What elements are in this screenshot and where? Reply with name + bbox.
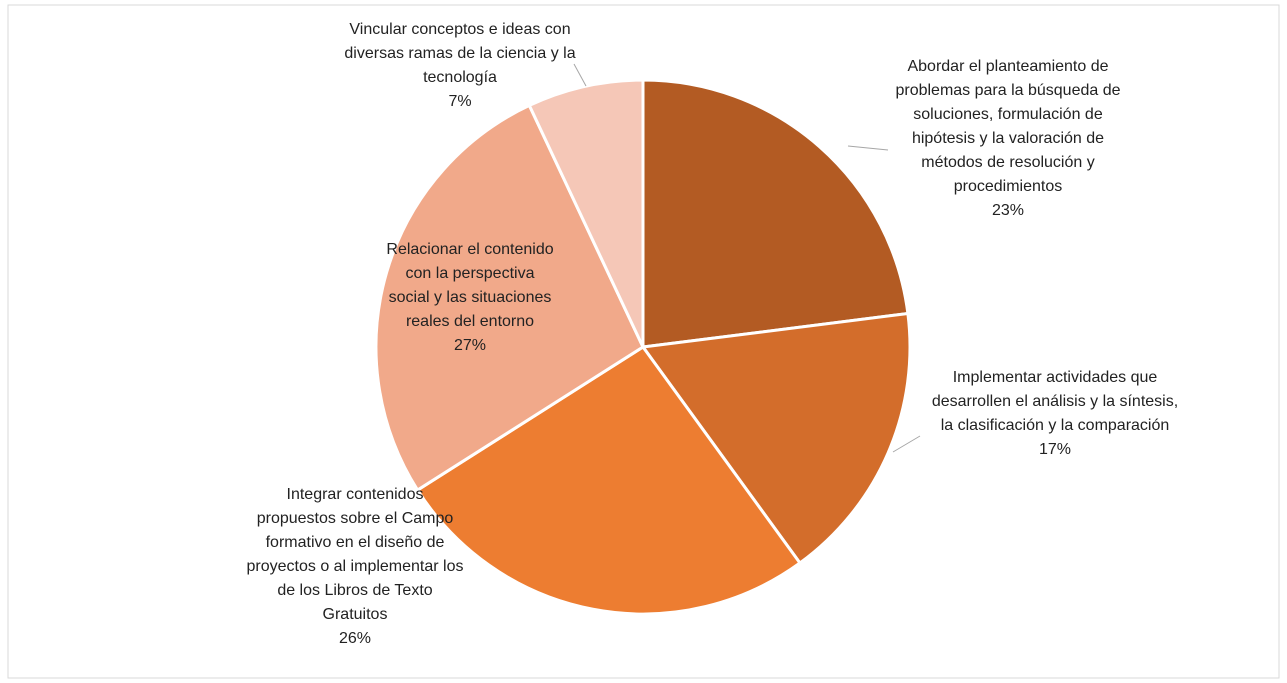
leader-line [573,63,587,87]
value-label: 17% [1038,441,1072,458]
value-label: 7% [448,93,472,110]
category-label: Abordar el planteamiento de problemas pa… [895,58,1121,195]
pie-slice [415,344,803,616]
category-label: Relacionar el contenido con la perspecti… [386,241,554,330]
category-label: Vincular conceptos e ideas con diversas … [344,21,576,86]
value-label: 27% [453,337,487,354]
value-label: 26% [338,630,372,647]
data-label: Relacionar el contenido con la perspecti… [385,238,555,358]
data-label: Vincular conceptos e ideas con diversas … [330,18,590,114]
data-label: Implementar actividades que desarrollen … [930,366,1180,462]
category-label: Integrar contenidos propuestos sobre el … [246,486,464,623]
leader-line [892,435,921,453]
pie-slice [374,103,645,493]
pie-slice [527,78,645,348]
data-label: Abordar el planteamiento de problemas pa… [883,55,1133,223]
pie-slice [640,311,912,566]
category-label: Implementar actividades que desarrollen … [931,369,1179,434]
leader-line [847,145,889,151]
data-label: Integrar contenidos propuestos sobre el … [245,483,465,651]
value-label: 23% [991,202,1025,219]
pie-slice [641,78,910,349]
